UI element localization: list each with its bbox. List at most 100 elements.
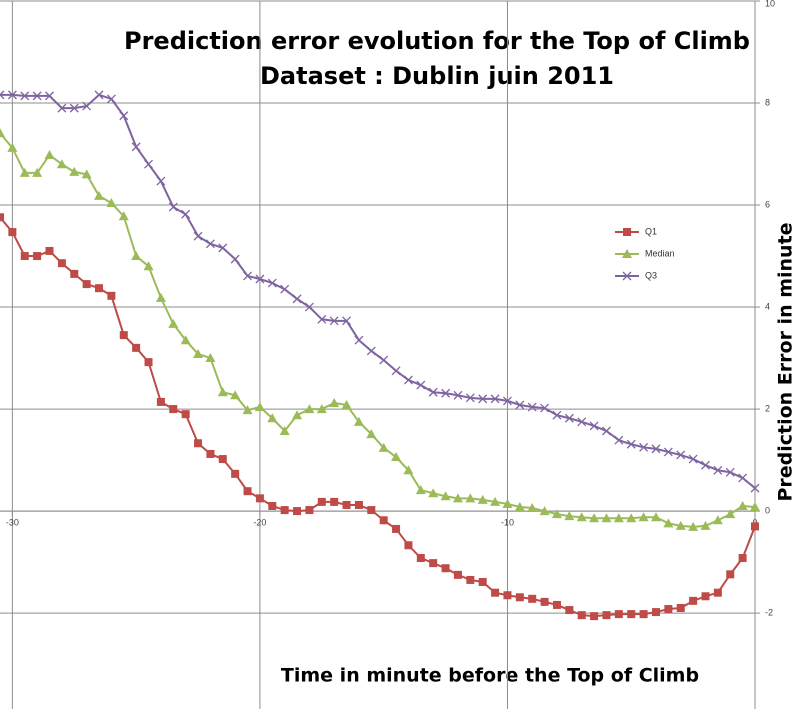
marker	[564, 511, 575, 521]
marker	[515, 400, 525, 410]
marker	[540, 597, 549, 606]
marker	[650, 512, 661, 522]
marker	[651, 444, 661, 454]
marker	[726, 570, 735, 579]
marker	[231, 469, 240, 478]
marker	[688, 454, 698, 464]
legend-label: Q1	[645, 226, 657, 236]
marker	[602, 611, 611, 620]
marker	[626, 513, 637, 523]
marker	[378, 442, 389, 452]
marker	[69, 166, 80, 176]
marker	[217, 387, 228, 397]
marker	[589, 421, 599, 431]
marker	[155, 292, 166, 302]
marker	[477, 494, 488, 504]
marker	[180, 335, 191, 345]
marker	[70, 269, 79, 278]
marker	[577, 611, 586, 620]
marker	[292, 410, 303, 420]
x-axis-label: Time in minute before the Top of Climb	[281, 665, 699, 687]
marker	[737, 500, 748, 510]
marker	[329, 397, 340, 407]
marker	[403, 375, 413, 385]
marker	[95, 284, 104, 293]
marker	[564, 413, 574, 423]
marker	[0, 90, 5, 100]
marker	[205, 239, 215, 249]
marker	[453, 570, 462, 579]
marker	[353, 416, 364, 426]
marker	[700, 520, 711, 530]
marker	[622, 271, 632, 281]
marker	[478, 394, 488, 404]
marker	[613, 513, 624, 523]
marker	[528, 594, 537, 603]
marker	[552, 410, 562, 420]
marker	[56, 159, 67, 169]
marker	[416, 554, 425, 563]
marker	[329, 316, 339, 326]
marker	[428, 488, 439, 498]
marker	[551, 509, 562, 519]
marker	[750, 483, 760, 493]
marker	[118, 211, 129, 221]
marker	[94, 190, 105, 200]
marker	[144, 159, 153, 169]
marker	[243, 271, 253, 281]
y-axis-label: Prediction Error in minute	[775, 222, 797, 501]
y-tick-label: 6	[765, 199, 770, 209]
marker	[317, 314, 327, 324]
marker	[279, 426, 290, 436]
marker	[267, 413, 278, 423]
x-tick-label: -30	[6, 517, 19, 527]
legend-entry: Median	[615, 248, 675, 258]
marker	[45, 91, 54, 101]
marker	[503, 591, 512, 600]
marker	[0, 213, 4, 222]
marker	[131, 251, 142, 261]
series-line	[0, 132, 756, 528]
marker	[453, 390, 463, 400]
marker	[107, 291, 116, 300]
marker	[441, 388, 451, 398]
marker	[713, 588, 722, 597]
marker	[602, 426, 611, 436]
marker	[354, 335, 364, 345]
marker	[304, 404, 315, 414]
marker	[712, 515, 723, 525]
marker	[623, 228, 631, 236]
marker	[664, 605, 673, 614]
marker	[502, 396, 512, 406]
marker	[565, 606, 574, 615]
marker	[7, 90, 17, 100]
y-tick-label: 0	[765, 505, 770, 515]
marker	[254, 402, 265, 412]
marker	[33, 252, 42, 261]
marker	[82, 280, 91, 289]
marker	[119, 111, 129, 121]
marker	[626, 439, 636, 449]
marker	[589, 513, 600, 523]
marker	[490, 496, 501, 506]
marker	[527, 503, 538, 513]
marker	[638, 512, 649, 522]
marker	[379, 516, 388, 525]
marker	[465, 493, 476, 503]
y-tick-label: 4	[765, 301, 770, 311]
marker	[316, 404, 327, 414]
marker	[280, 284, 290, 294]
marker	[639, 610, 648, 619]
marker	[354, 500, 363, 509]
marker	[280, 506, 289, 515]
marker	[688, 521, 699, 531]
series-line	[0, 93, 756, 489]
marker	[440, 491, 451, 501]
marker	[391, 452, 402, 462]
marker	[44, 150, 55, 160]
marker	[305, 506, 314, 515]
marker	[379, 355, 389, 365]
marker	[81, 169, 92, 179]
marker	[366, 346, 376, 356]
marker	[539, 506, 550, 516]
